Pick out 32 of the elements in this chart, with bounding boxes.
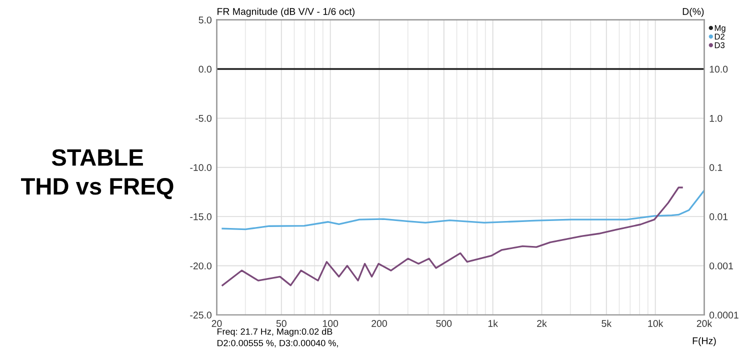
- y-tick-label: 0.01: [709, 213, 728, 220]
- x-tick-label: 500: [436, 320, 452, 327]
- y-tick-label: 10.0: [710, 66, 728, 73]
- y2-tick-label: 0.0: [198, 66, 212, 73]
- x-tick-label: 100: [322, 320, 338, 327]
- y2-tick-label: -25.0: [190, 312, 212, 319]
- y-axis-title: D(%): [682, 8, 704, 17]
- x-tick-label: 20k: [696, 320, 712, 327]
- y2-tick-label: -10.0: [190, 164, 212, 172]
- y-tick-label: 1.0: [710, 114, 722, 122]
- y2-axis-title: FR Magnitude (dB V/V - 1/6 oct): [218, 8, 354, 17]
- y-tick-label: 0.1: [709, 164, 722, 172]
- text: STABLE THD vs FREQ: [21, 149, 174, 200]
- x-tick-label: 10k: [648, 320, 664, 327]
- y2-tick-label: -15.0: [190, 213, 212, 220]
- x-tick-label: 2k: [537, 320, 547, 327]
- x-tick-label: 200: [372, 320, 387, 327]
- x-tick-label: 5k: [602, 320, 612, 327]
- y2-tick-label: -5.0: [196, 114, 212, 122]
- legend-label: D3: [714, 42, 725, 48]
- legend-label: Mg: [714, 25, 726, 33]
- y2-tick-label: -20.0: [190, 262, 212, 270]
- text: Freq: 21.7 Hz, Magn:0.02 dB: [217, 328, 332, 337]
- x-axis-title: F(Hz): [692, 337, 716, 346]
- x-tick-label: 1k: [488, 320, 498, 327]
- legend-label: D2: [714, 34, 724, 40]
- text: D2:0.00555 %, D3:0.00040 %,: [217, 340, 338, 348]
- y-tick-label: 0.001: [709, 262, 733, 270]
- y-tick-label: 0.0001: [709, 312, 738, 319]
- y2-tick-label: 5.0: [198, 16, 212, 24]
- x-tick-label: 50: [276, 320, 286, 327]
- x-tick-label: 20: [212, 320, 222, 327]
